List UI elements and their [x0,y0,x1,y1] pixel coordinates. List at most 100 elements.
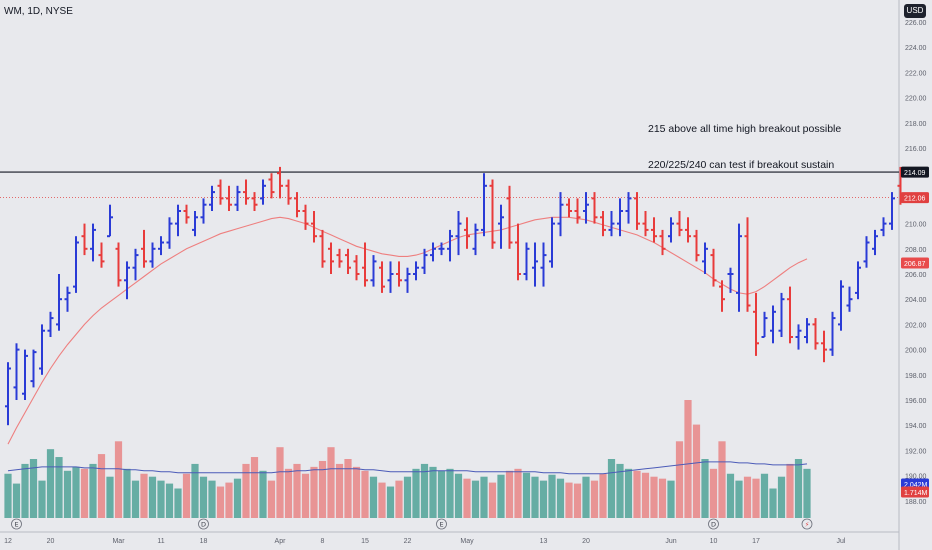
volume-bar [599,473,607,518]
ohlc-bar [600,211,606,237]
volume-bar [437,470,446,518]
volume-bar [114,441,123,518]
ohlc-bar [744,217,751,312]
ohlc-bar [141,229,147,268]
ohlc-bar [387,261,394,293]
ohlc-bar [345,248,351,274]
volume-bar [148,476,157,518]
volume-bar [182,473,191,518]
resistance-badge-text: 214.09 [904,170,926,177]
volume-bar [471,480,480,518]
ohlc-bar [98,242,105,268]
annotation-text: 215 above all time high breakout possibl… [648,99,841,195]
volume-bar [72,466,80,518]
ohlc-bar [158,236,164,256]
volume-bar [590,480,599,518]
ohlc-bar [234,185,241,211]
y-tick-label: 192.00 [905,448,927,455]
ohlc-bar [370,255,377,287]
x-tick-label: 13 [540,538,548,545]
ohlc-bar [804,318,810,344]
volume-bar [97,454,106,518]
ohlc-bar [855,261,861,300]
volume-bar [786,463,794,518]
event-glyph: E [439,521,443,529]
x-tick-label: 20 [582,538,590,545]
y-tick-label: 206.00 [905,272,927,279]
volume-bar [463,478,471,518]
volume-bar [641,472,650,518]
ohlc-bar [90,223,96,262]
volume-bar [514,468,522,518]
volume-bar [556,478,565,518]
volume-bar [276,447,284,518]
y-tick-label: 200.00 [905,348,927,355]
event-circle [436,518,447,530]
ohlc-bar [217,179,224,205]
ohlc-bar [5,362,11,426]
x-tick-label: 8 [321,538,325,545]
ohlc-bar [464,217,470,249]
volume-ma-badge-text: 2.042M [904,482,928,489]
event-glyph: ⚡ [805,521,810,529]
ohlc-bar [311,211,317,243]
ohlc-bar [455,211,462,256]
currency-button[interactable]: USD [904,4,926,18]
ohlc-bar [549,217,555,268]
volume-badge-text: 1.714M [904,490,928,497]
volume-bar [63,470,72,518]
volume-bar [718,441,726,518]
ohlc-bar [73,236,79,293]
y-tick-label: 216.00 [905,146,927,153]
event-marker: E [11,518,22,530]
ohlc-bar [489,179,496,249]
ohlc-bar [251,192,258,211]
ohlc-bar [209,185,215,211]
ohlc-bar [379,261,385,293]
volume-bar [310,466,318,518]
x-tick-label: 17 [752,538,760,545]
symbol-label[interactable]: WM, 1D, NYSE [4,6,73,17]
ohlc-bar [404,267,411,293]
volume-bar [412,468,420,518]
ohlc-bar [872,229,878,256]
ma-badge: 206.87 [901,257,929,269]
ohlc-bar [668,217,674,243]
volume-bar [386,486,395,518]
x-tick-label: 18 [200,538,208,545]
event-circle [801,518,813,530]
resistance-badge: 214.09 [901,166,929,178]
ohlc-bar [421,248,428,274]
price-axis-bg [900,0,932,550]
volume-bar [157,480,165,518]
ohlc-bar [532,242,538,287]
ohlc-bar [719,280,725,312]
volume-bar [208,480,216,518]
volume-ma-line [7,461,808,475]
ohlc-bar [880,217,887,237]
y-tick-label: 218.00 [905,121,927,128]
volume-bar [522,472,531,518]
ohlc-bar [124,261,130,300]
ohlc-bar [413,261,419,281]
x-tick-label: 15 [361,538,369,545]
y-tick-label: 220.00 [905,96,927,103]
price-ma-line [7,216,808,445]
ohlc-bar [430,242,436,262]
ohlc-bar [523,242,530,281]
event-circle [708,518,719,530]
volume-bar [454,473,463,518]
ohlc-bar [192,211,198,237]
volume-bar [582,476,590,518]
ohlc-bar [770,305,776,344]
volume-bar [395,480,403,518]
ohlc-bar [625,192,632,224]
ohlc-bar [149,242,156,268]
ohlc-bar [583,192,589,224]
ohlc-bar [268,173,275,199]
volume-bar [46,449,55,518]
volume-bar [12,483,21,518]
ohlc-bar [787,286,793,344]
